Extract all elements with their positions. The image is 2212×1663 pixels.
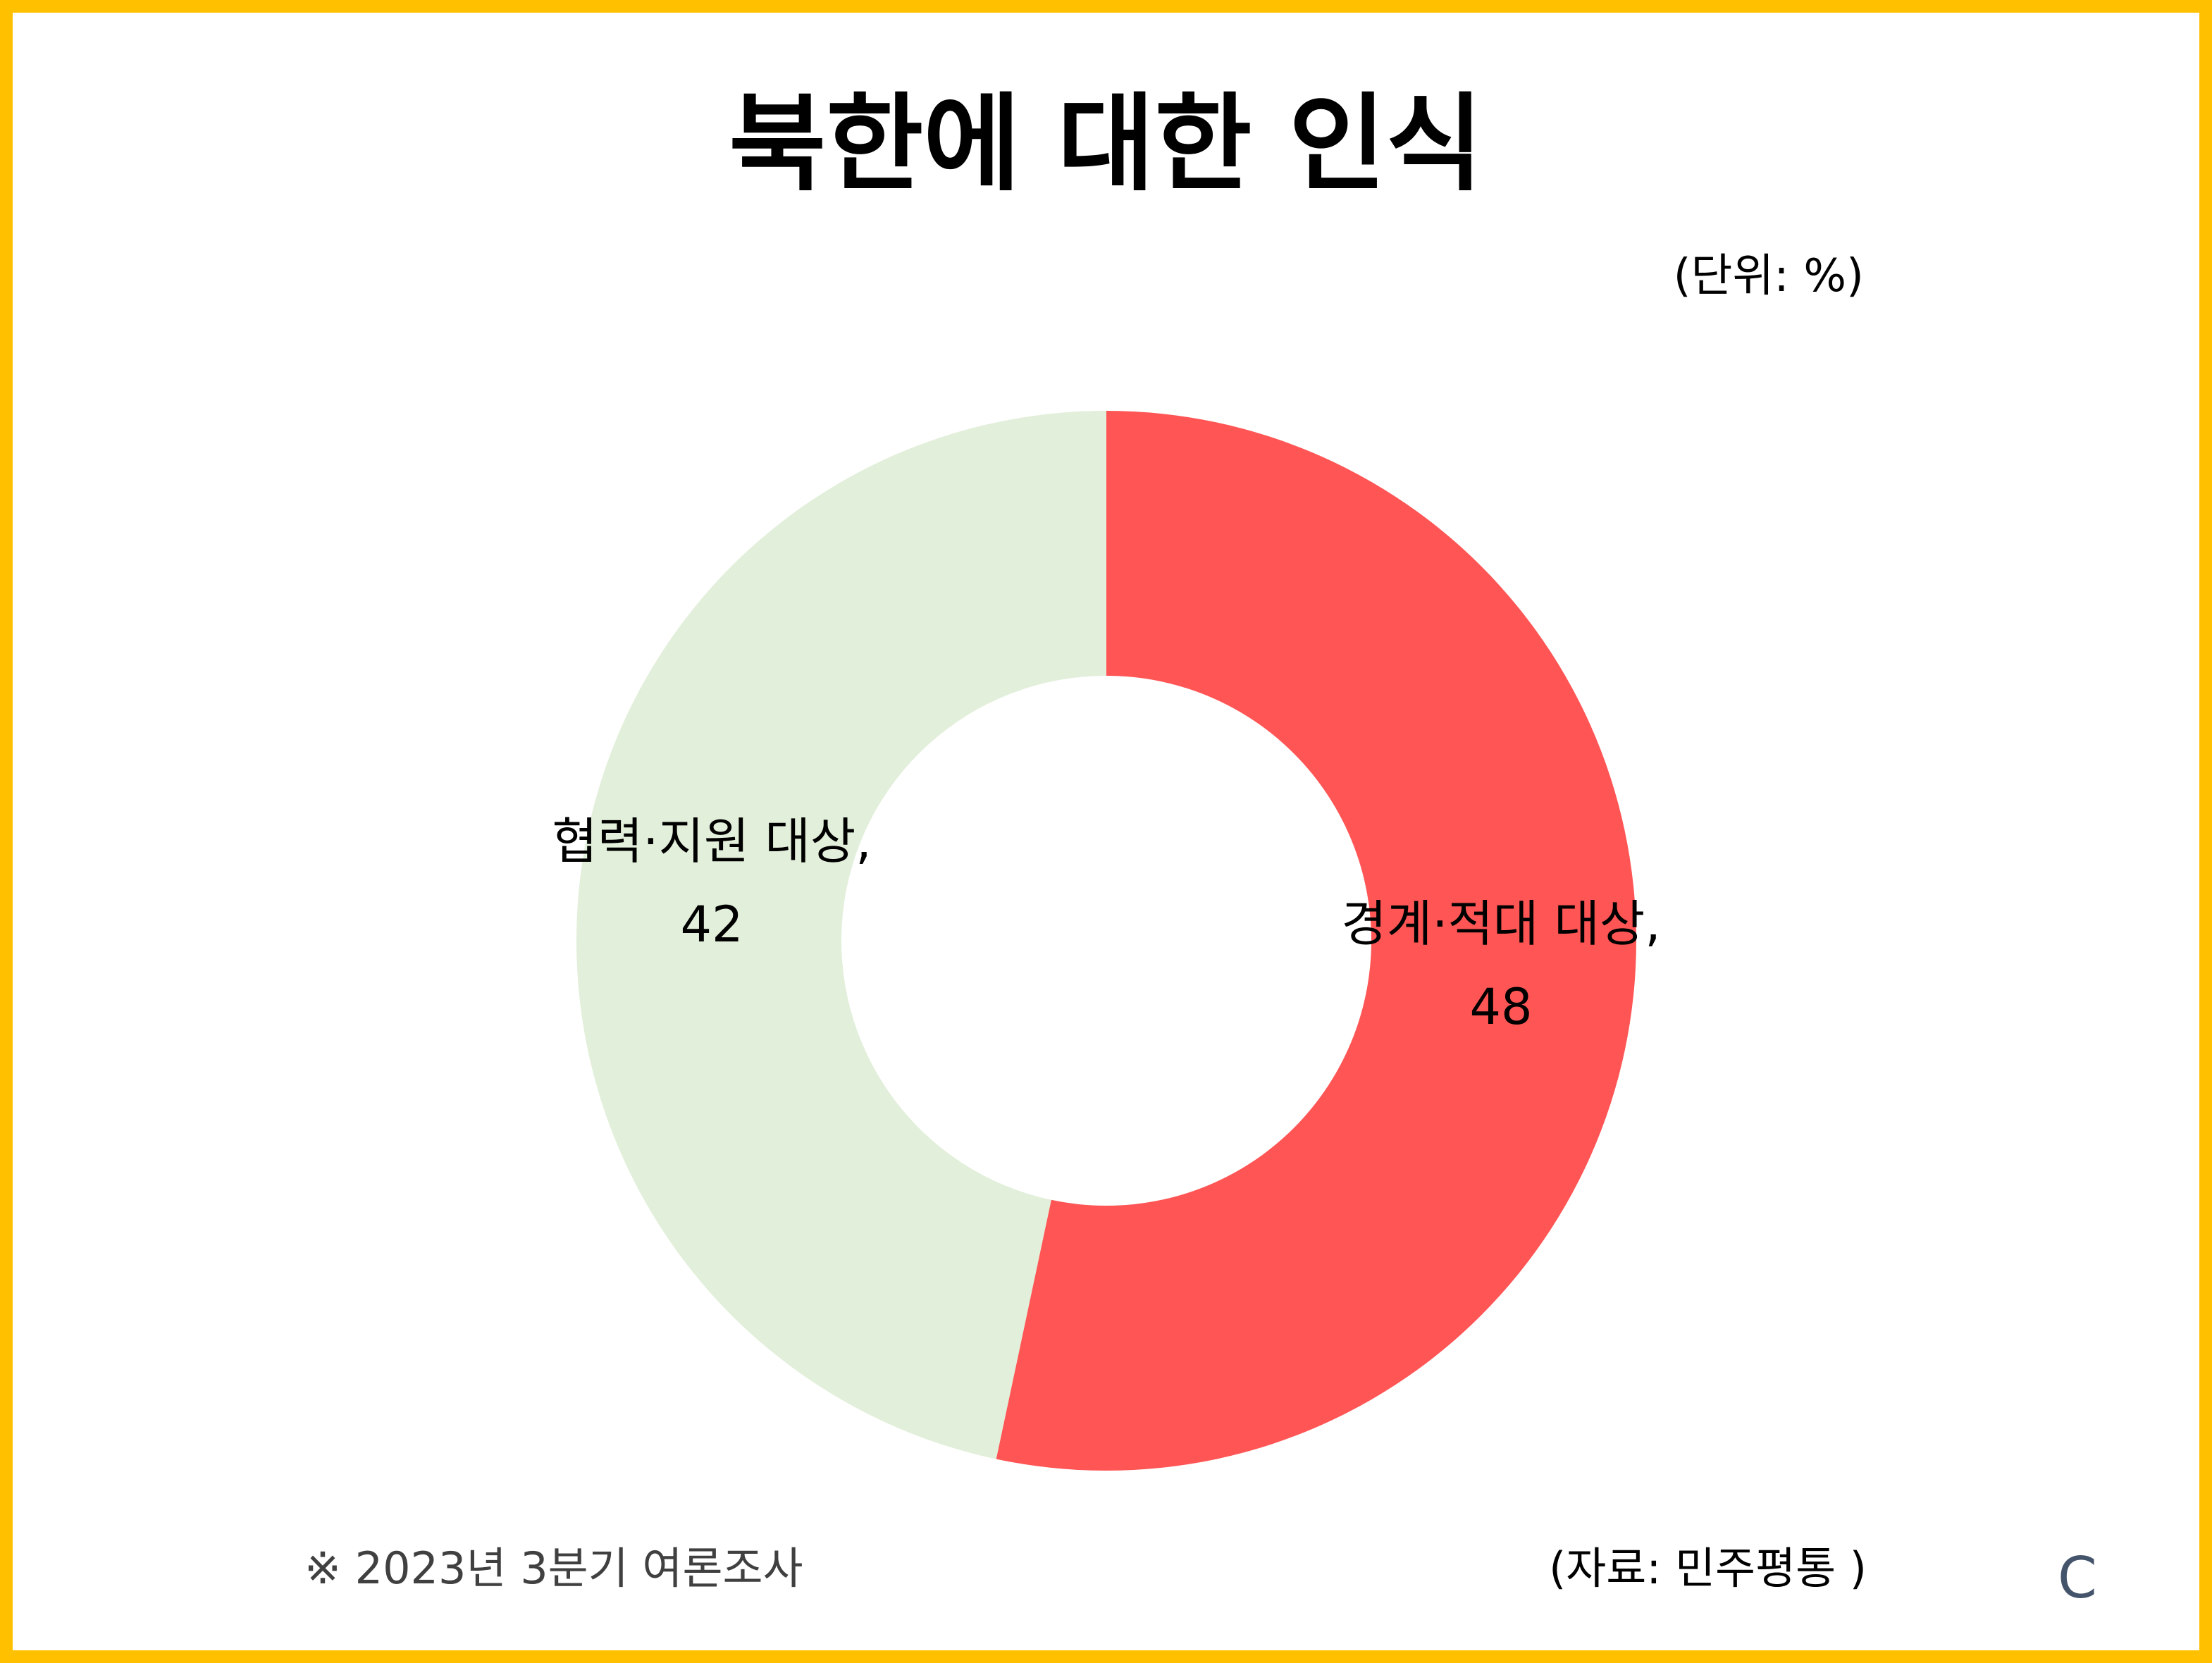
slice-value-0: 48 bbox=[1469, 978, 1532, 1036]
slice-value-1: 42 bbox=[680, 896, 743, 953]
chart-title: 북한에 대한 인식 bbox=[729, 83, 1483, 206]
donut-slice-0 bbox=[996, 411, 1637, 1471]
slice-label-0: 경계·적대 대상, bbox=[1341, 895, 1660, 953]
survey-footnote: ※ 2023년 3분기 여론조사 bbox=[304, 1543, 803, 1594]
unit-note: (단위: %) bbox=[1673, 250, 1864, 302]
corner-mark: C bbox=[2058, 1545, 2097, 1611]
donut-slice-1 bbox=[576, 411, 1106, 1459]
slice-label-1: 협력·지원 대상, bbox=[552, 812, 871, 870]
source-note: (자료: 민주평통 ) bbox=[1549, 1543, 1867, 1594]
